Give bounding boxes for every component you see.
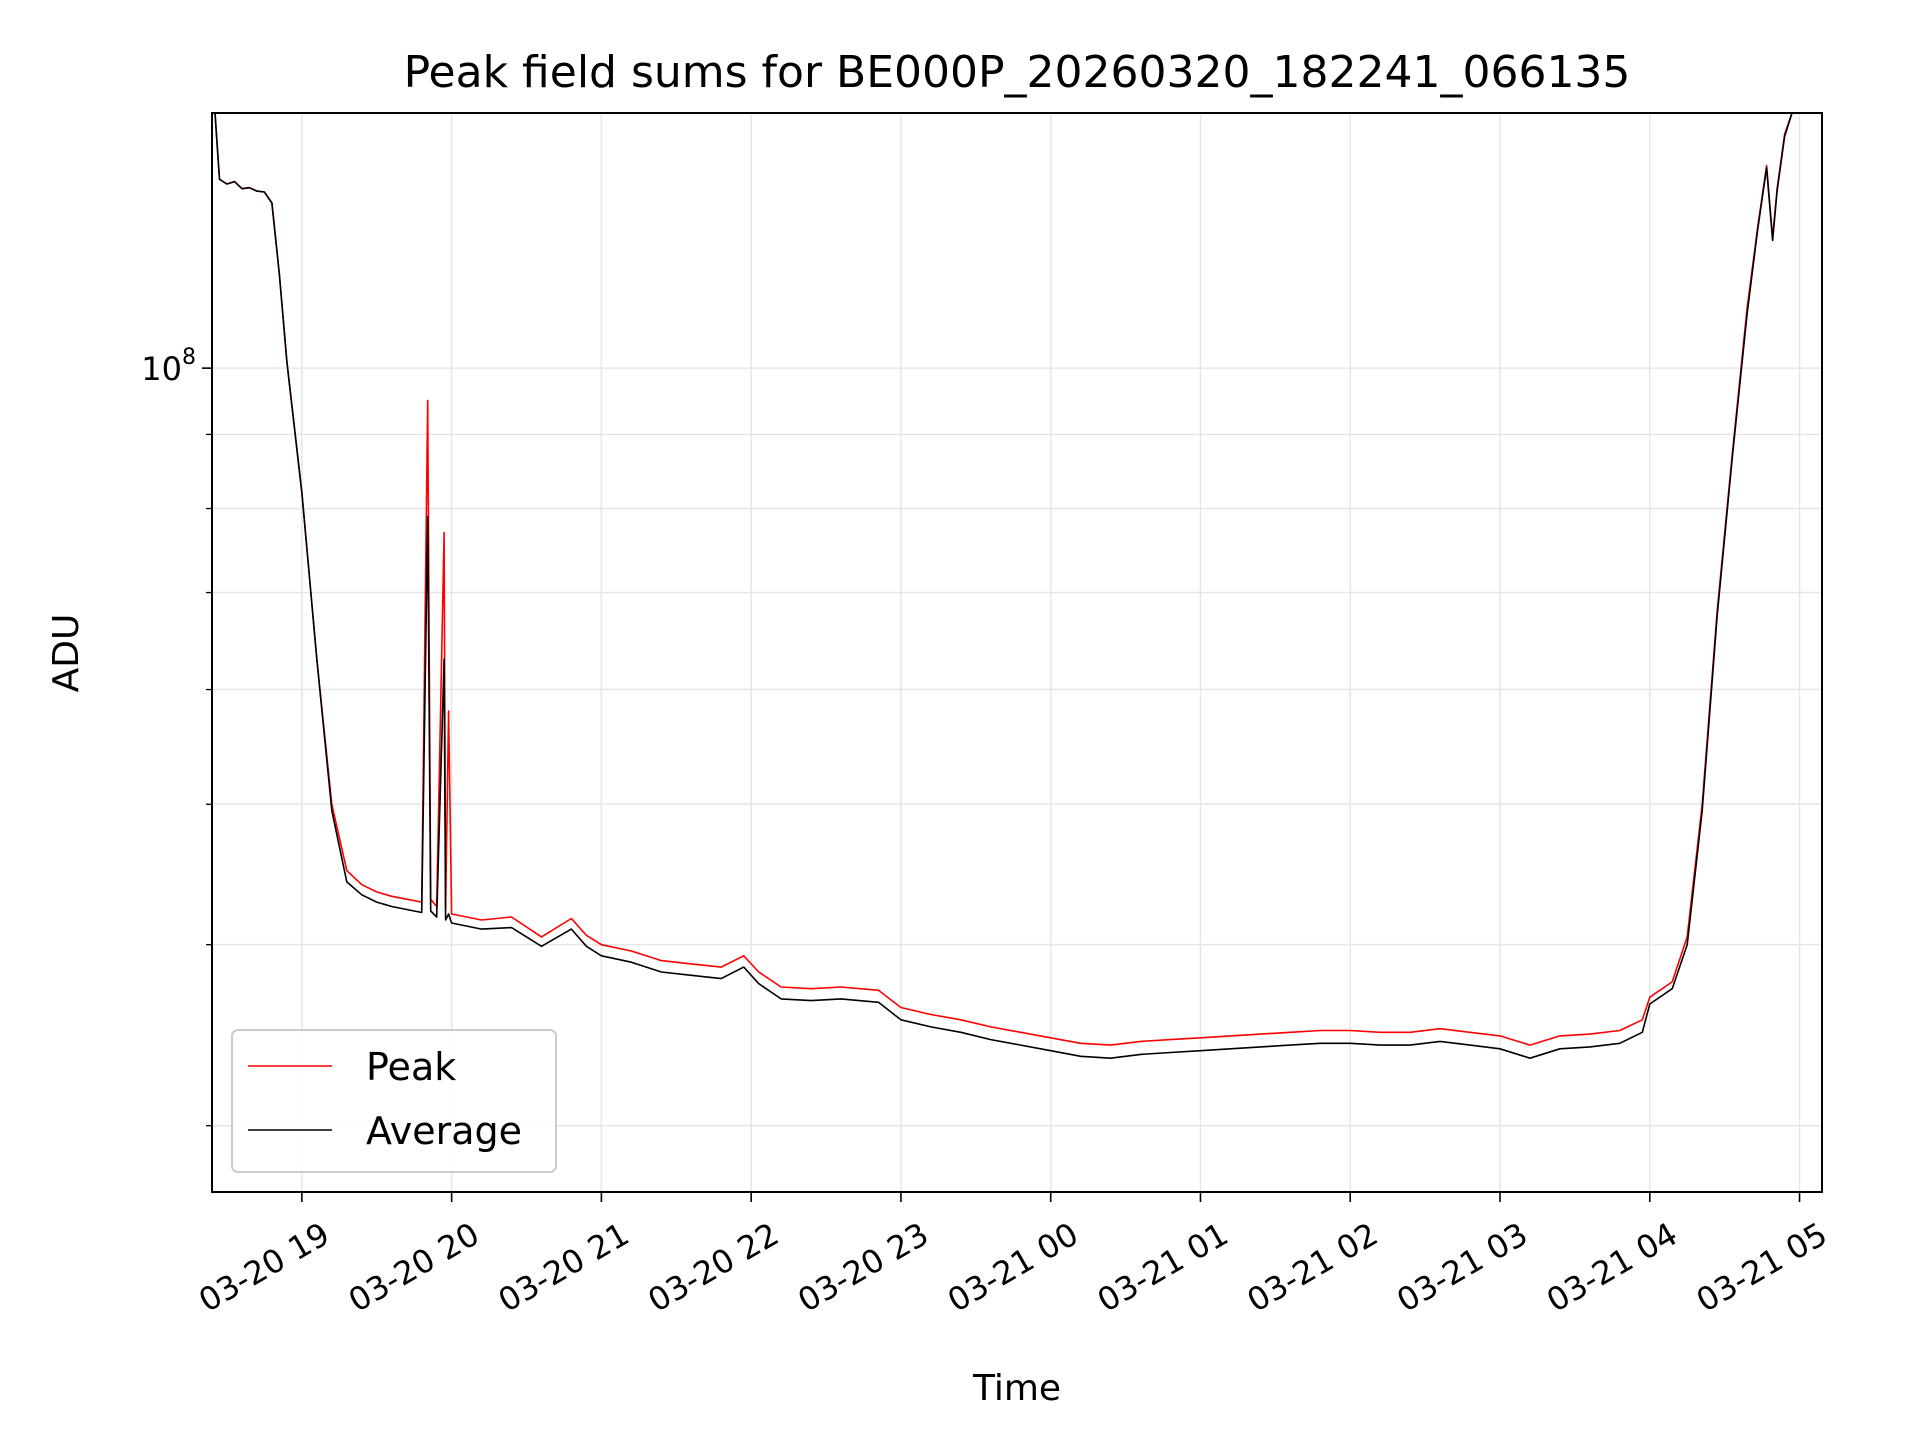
y-tick-label-0: 108 (141, 345, 196, 388)
x-axis-label: Time (972, 1368, 1061, 1409)
chart-title: Peak field sums for BE000P_20260320_1822… (404, 47, 1631, 98)
legend-label-peak: Peak (366, 1045, 456, 1089)
series-line-average (214, 113, 1793, 1059)
legend: Peak Average (231, 1029, 557, 1173)
series-line-peak (214, 113, 1793, 1046)
legend-label-average: Average (366, 1109, 522, 1153)
y-axis-label: ADU (46, 614, 87, 693)
series-group (214, 113, 1793, 1059)
y-axis: 108 (141, 345, 212, 1127)
plot-frame (211, 112, 1823, 1193)
